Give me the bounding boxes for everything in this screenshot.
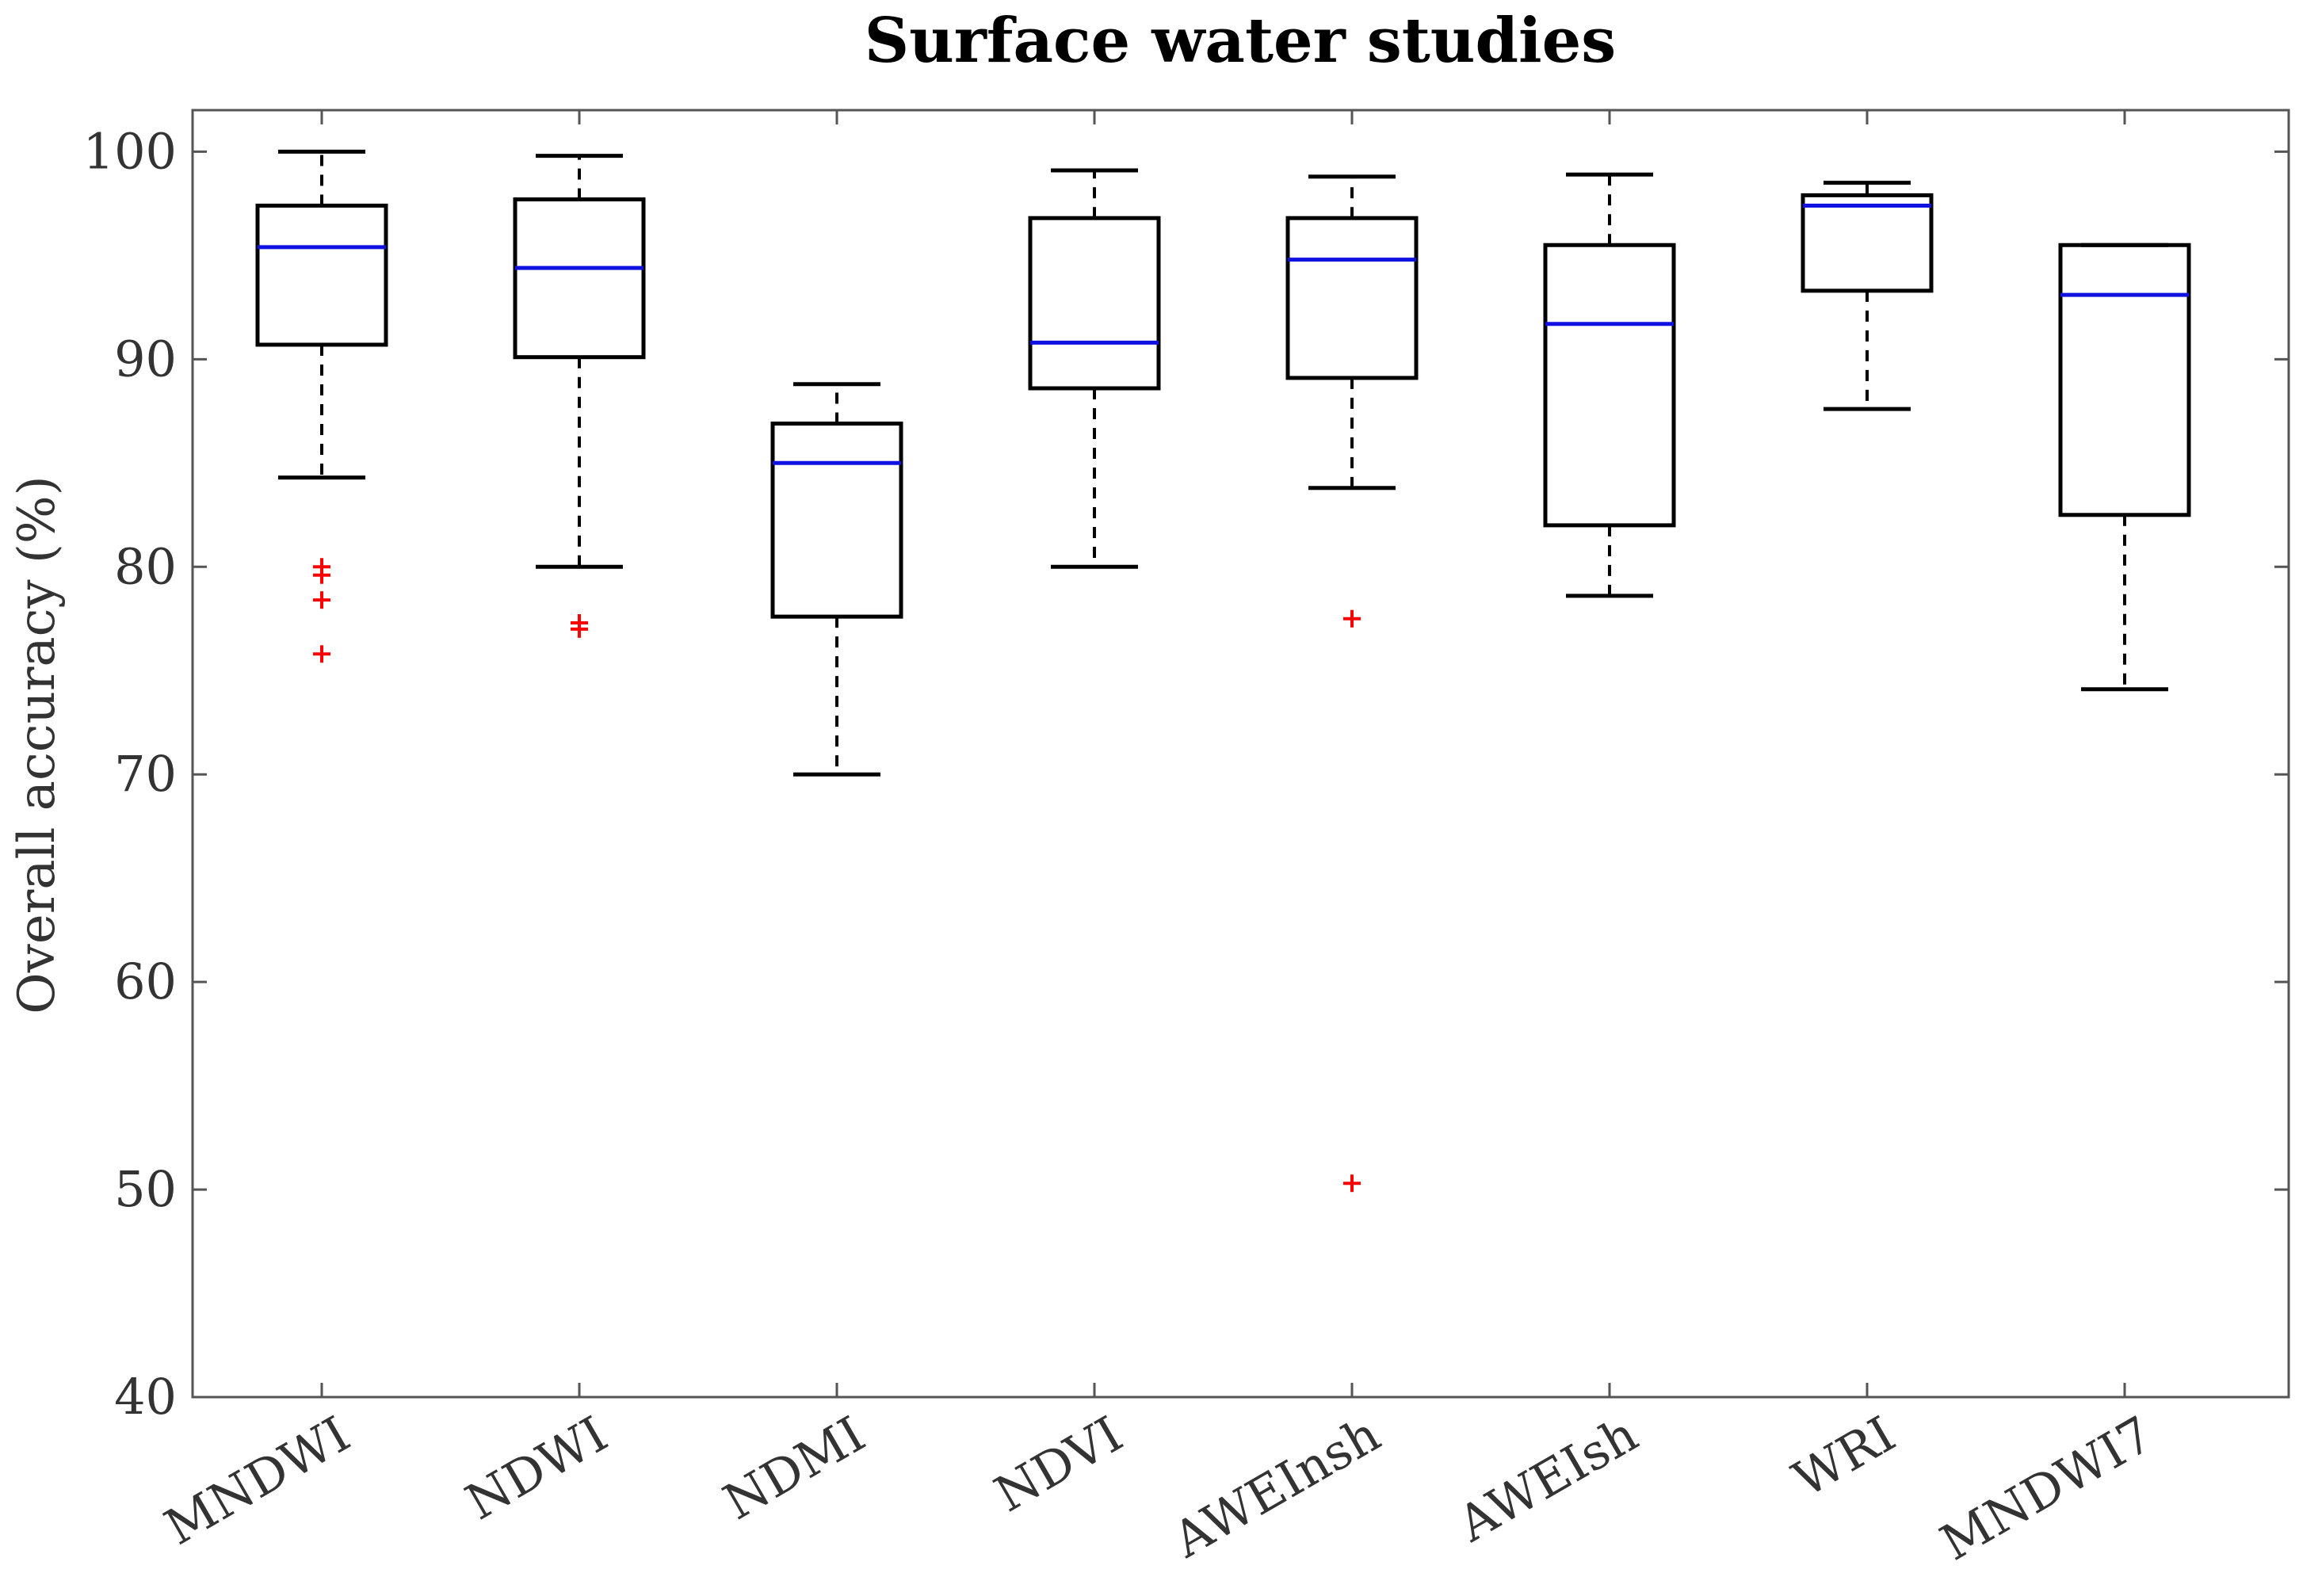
axis-ticks: 40 50 60 70 80 90 100 MNDWI NDWI NDMI NDVI AWEInsh A… [83, 110, 2289, 1572]
iqr-box [1543, 242, 1676, 528]
y-tick-label: 50 [114, 1160, 177, 1218]
y-tick-label: 90 [114, 330, 177, 388]
box-mndwi7 [2058, 242, 2191, 692]
box-ndmi [770, 382, 903, 777]
y-axis-label: Overall accuracy (%) [8, 475, 67, 1014]
iqr-box [255, 203, 388, 347]
x-tick-label: AWEInsh [1163, 1405, 1389, 1569]
y-tick-label: 80 [114, 537, 177, 595]
outlier-point [313, 591, 330, 609]
y-tick-label: 100 [83, 122, 177, 180]
box-aweish [1543, 172, 1676, 598]
box-ndvi [1028, 168, 1161, 569]
iqr-box [513, 197, 646, 360]
box-wri [1801, 181, 1934, 411]
outlier-point [1343, 609, 1361, 628]
iqr-box [1801, 193, 1934, 293]
box-aweinsh [1285, 174, 1419, 1193]
plot-frame [191, 109, 2290, 1399]
iqr-box [1028, 216, 1161, 391]
outlier-point [571, 620, 588, 638]
x-tick-label: AWEIsh [1448, 1405, 1648, 1553]
box-mndwi [255, 149, 388, 663]
x-tick-label: MNDWI [155, 1405, 360, 1556]
box-ndwi [513, 154, 646, 638]
x-tick-label: MNDWI7 [1930, 1405, 2162, 1572]
y-tick-label: 60 [114, 953, 177, 1010]
outlier-point [313, 566, 330, 584]
iqr-box [1285, 216, 1419, 380]
x-tick-label: NDWI [456, 1405, 617, 1531]
iqr-box [770, 422, 903, 619]
x-tick-label: NDVI [985, 1405, 1132, 1523]
box-series [255, 149, 2191, 1193]
chart-title: Surface water studies [865, 5, 1616, 77]
y-tick-label: 70 [114, 745, 177, 803]
outlier-point [1343, 1174, 1361, 1193]
x-tick-label: NDMI [714, 1405, 875, 1531]
iqr-box [2058, 242, 2191, 517]
x-tick-label: WRI [1783, 1405, 1904, 1509]
outlier-point [313, 645, 330, 663]
y-tick-label: 40 [114, 1368, 177, 1426]
